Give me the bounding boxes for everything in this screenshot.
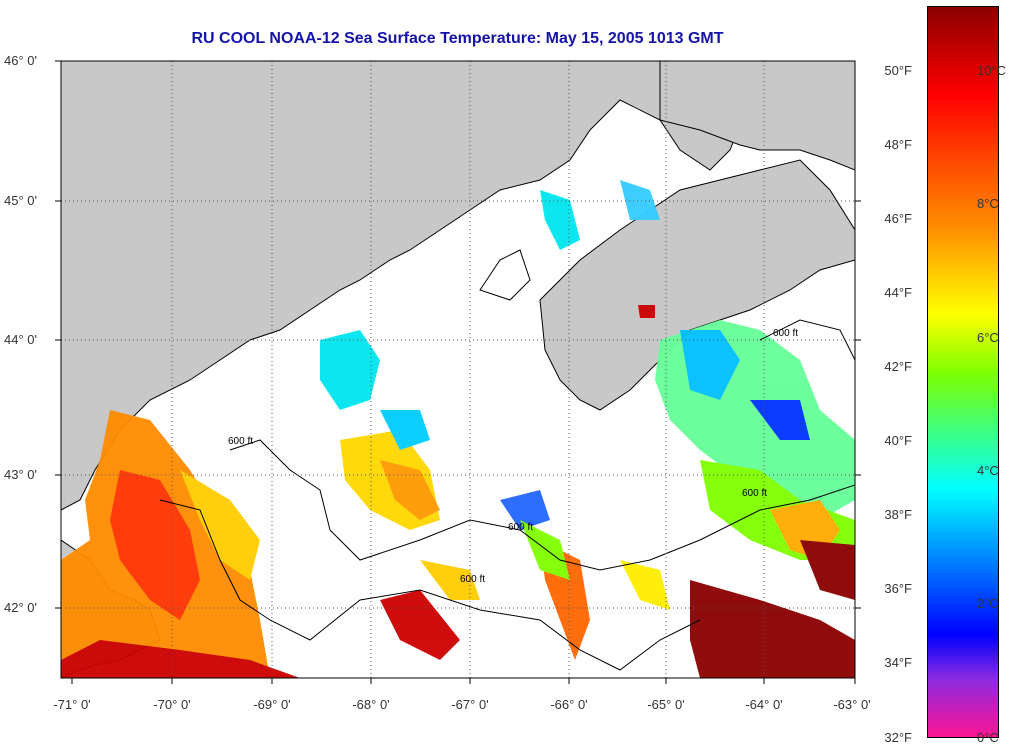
colorbar-f-label: 42°F [884,359,912,374]
contour-label: 600 ft [228,436,253,447]
colorbar-f-label: 32°F [884,730,912,745]
lon-label: -64° 0' [745,697,783,712]
colorbar-c-label: 2°C [977,596,999,611]
colorbar-f-label: 44°F [884,285,912,300]
contour-label: 600 ft [460,574,485,585]
contour-label: 600 ft [742,488,767,499]
colorbar-gradient [928,7,998,737]
lat-label: 42° 0' [4,600,37,615]
land-new-brunswick [659,61,855,171]
map-title: RU COOL NOAA-12 Sea Surface Temperature:… [191,30,724,47]
lat-label: 46° 0' [4,53,37,68]
contour-label: 600 ft [508,522,533,533]
lon-label: -67° 0' [451,697,489,712]
colorbar-c-label: 8°C [977,196,999,211]
colorbar-c-label: 4°C [977,463,999,478]
lat-label: 43° 0' [4,467,37,482]
contour-600ft [229,439,855,571]
lat-label: 45° 0' [4,193,37,208]
lat-label: 44° 0' [4,332,37,347]
colorbar-f-label: 40°F [884,433,912,448]
lon-label: -65° 0' [647,697,685,712]
colorbar-f-label: 36°F [884,581,912,596]
map-frame [60,60,856,679]
lon-label: -71° 0' [53,697,91,712]
land-nova-scotia [539,159,855,411]
colorbar-f-label: 48°F [884,137,912,152]
colorbar-c-label: 0°C [977,730,999,745]
lon-label: -66° 0' [550,697,588,712]
colorbar [927,6,999,738]
colorbar-c-label: 6°C [977,330,999,345]
colorbar-f-label: 34°F [884,655,912,670]
lon-label: -69° 0' [253,697,291,712]
land-maine [61,61,855,511]
contour-label: 600 ft [773,328,798,339]
colorbar-c-label: 10°C [977,63,1007,78]
lon-label: -63° 0' [833,697,871,712]
colorbar-f-label: 50°F [884,63,912,78]
lon-label: -68° 0' [352,697,390,712]
colorbar-f-label: 46°F [884,211,912,226]
lon-label: -70° 0' [153,697,191,712]
sst-patches [61,180,855,678]
colorbar-f-label: 38°F [884,507,912,522]
graticule [61,61,855,678]
